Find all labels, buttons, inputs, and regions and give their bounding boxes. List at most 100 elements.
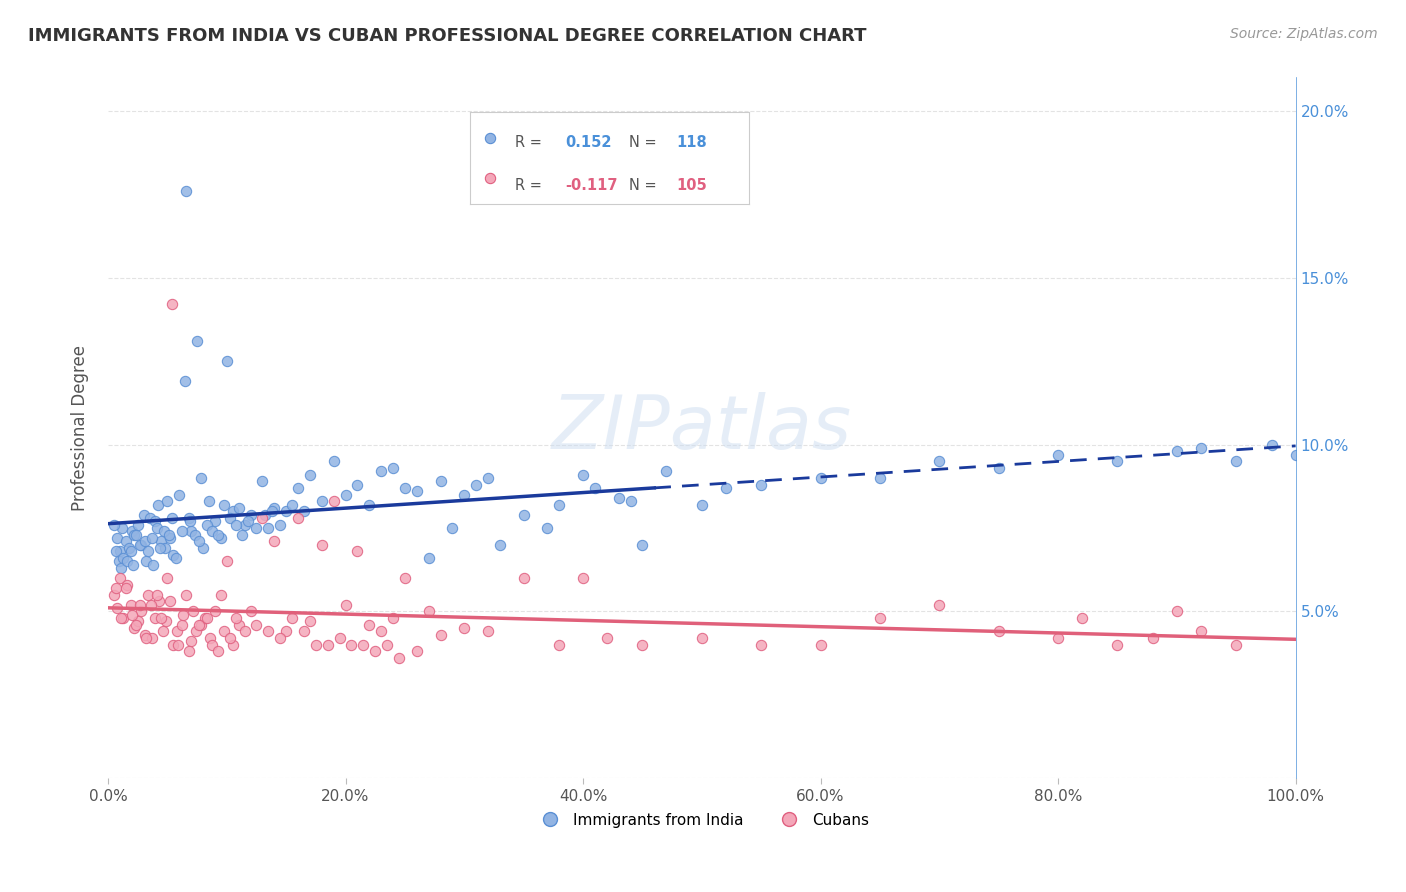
Point <box>260 504 283 518</box>
Point <box>869 471 891 485</box>
Point <box>125 527 148 541</box>
Point <box>418 551 440 566</box>
Point <box>253 508 276 522</box>
Point <box>382 611 405 625</box>
Point <box>135 554 157 568</box>
Point <box>149 541 172 555</box>
Point <box>191 541 214 555</box>
Point <box>153 524 176 539</box>
Point <box>359 617 381 632</box>
Point <box>239 604 262 618</box>
Point <box>364 644 387 658</box>
Point <box>536 521 558 535</box>
Point <box>1284 448 1306 462</box>
Point <box>134 534 156 549</box>
Legend: Immigrants from India, Cubans: Immigrants from India, Cubans <box>529 806 875 834</box>
Point <box>1189 441 1212 455</box>
Point <box>129 604 152 618</box>
Point <box>157 527 180 541</box>
Point <box>690 631 713 645</box>
Point <box>167 487 190 501</box>
Text: ZIPatlas: ZIPatlas <box>551 392 852 464</box>
Point <box>236 514 259 528</box>
Point <box>810 638 832 652</box>
Point <box>180 524 202 539</box>
Point <box>134 628 156 642</box>
Point <box>1142 631 1164 645</box>
Point <box>1107 454 1129 468</box>
Point <box>209 588 232 602</box>
Point <box>184 624 207 639</box>
Point <box>129 538 152 552</box>
Point <box>138 588 160 602</box>
Point <box>201 638 224 652</box>
Point <box>1261 437 1284 451</box>
Point <box>322 494 344 508</box>
Point <box>1166 444 1188 458</box>
Point <box>160 511 183 525</box>
Point <box>233 517 256 532</box>
Point <box>209 531 232 545</box>
Point <box>153 541 176 555</box>
Point <box>138 511 160 525</box>
Point <box>631 638 654 652</box>
Point <box>298 615 321 629</box>
Point <box>160 297 183 311</box>
Point <box>162 638 184 652</box>
Point <box>233 624 256 639</box>
Point <box>120 598 142 612</box>
Point <box>388 651 411 665</box>
Point <box>263 534 285 549</box>
Y-axis label: Professional Degree: Professional Degree <box>72 345 89 511</box>
Point <box>596 631 619 645</box>
Point <box>204 514 226 528</box>
Point <box>150 611 173 625</box>
Point <box>156 494 179 508</box>
Point <box>112 551 135 566</box>
Point <box>228 617 250 632</box>
Point <box>122 558 145 572</box>
Point <box>749 638 772 652</box>
Point <box>118 541 141 555</box>
Point <box>225 517 247 532</box>
Point <box>305 638 328 652</box>
Point <box>239 508 262 522</box>
Point <box>107 531 129 545</box>
Point <box>228 500 250 515</box>
Point <box>141 631 163 645</box>
Point <box>107 554 129 568</box>
Point <box>146 498 169 512</box>
Point <box>135 631 157 645</box>
Point <box>225 611 247 625</box>
Point <box>245 521 267 535</box>
Point <box>167 638 190 652</box>
Point <box>177 644 200 658</box>
Point <box>127 615 149 629</box>
Point <box>987 461 1010 475</box>
Point <box>107 601 129 615</box>
Point <box>346 544 368 558</box>
Point <box>198 494 221 508</box>
Point <box>145 588 167 602</box>
Point <box>512 571 534 585</box>
Point <box>1107 638 1129 652</box>
Point <box>477 471 499 485</box>
Point <box>156 571 179 585</box>
Point <box>292 504 315 518</box>
Point <box>207 644 229 658</box>
Point <box>176 184 198 198</box>
Point <box>214 624 236 639</box>
Point <box>132 508 155 522</box>
Point <box>170 524 193 539</box>
Point <box>453 621 475 635</box>
Point <box>122 621 145 635</box>
Point <box>194 611 217 625</box>
Point <box>269 517 291 532</box>
Point <box>281 498 304 512</box>
Point <box>190 471 212 485</box>
Point <box>183 527 205 541</box>
Point <box>987 624 1010 639</box>
Point <box>103 517 125 532</box>
Point <box>269 631 291 645</box>
Point <box>129 598 152 612</box>
